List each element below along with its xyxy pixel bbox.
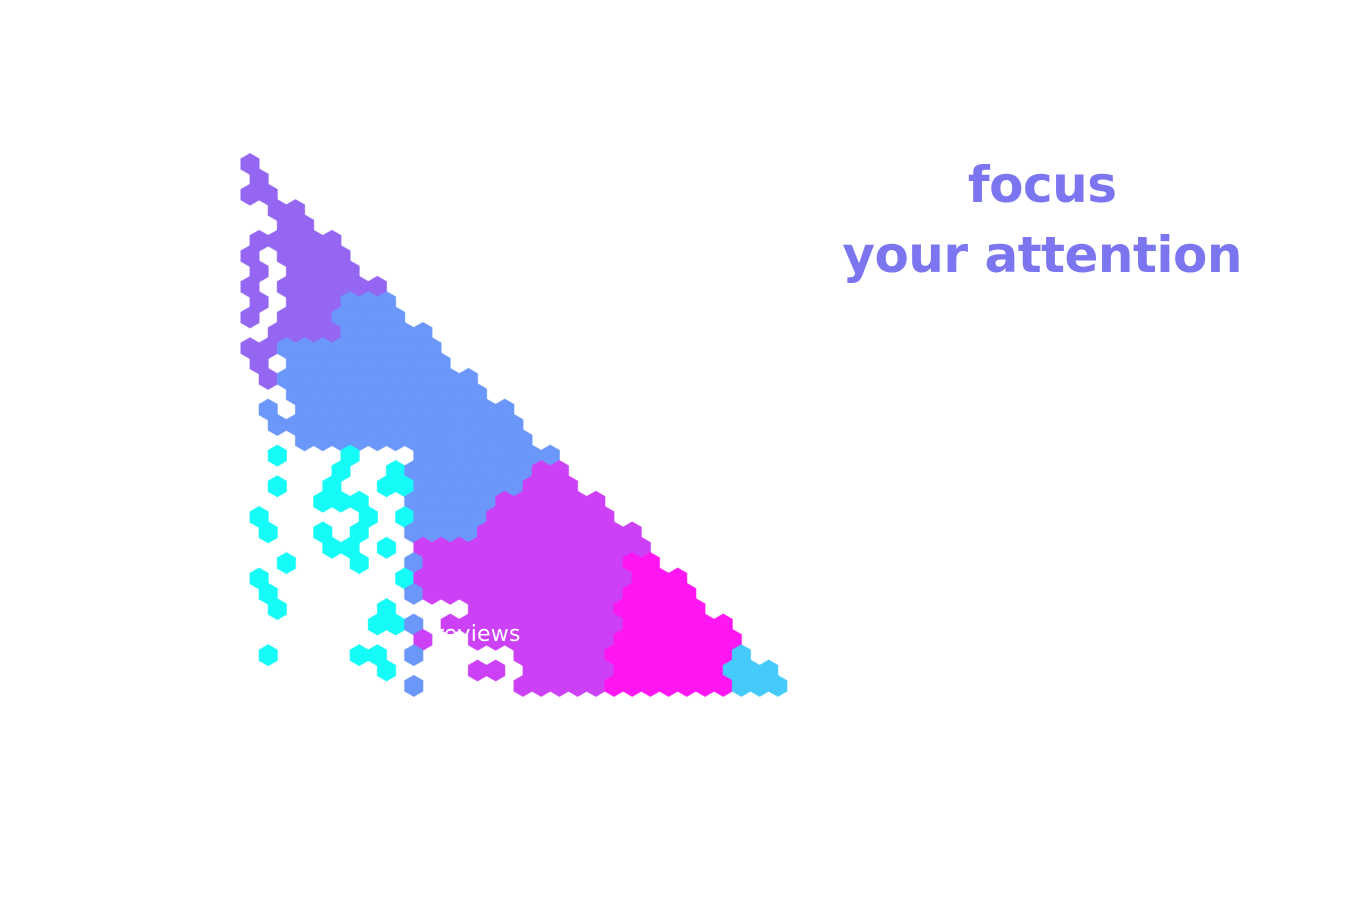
hex-cell-sky: [731, 674, 752, 698]
hex-cell-purple: [549, 674, 570, 698]
hex-cell-purple: [422, 582, 442, 605]
hex-cell-magenta: [640, 674, 661, 698]
hex-cell-cyan: [331, 490, 351, 513]
hex-cell-blue: [294, 429, 315, 452]
hex-cell-sky: [768, 674, 788, 698]
hex-cell-purple: [440, 613, 460, 636]
hex-cell-purple: [486, 659, 506, 682]
hex-cell-cyan: [385, 613, 406, 636]
hex-cell-blue: [404, 674, 424, 698]
hex-cell-purple: [513, 674, 533, 698]
hex-cell-blue: [404, 582, 424, 605]
hex-cell-blue: [385, 429, 406, 452]
hex-cell-cyan: [258, 644, 278, 667]
hex-cell-cyan: [376, 475, 397, 498]
hex-cell-sky: [749, 674, 770, 698]
hex-cell-magenta: [604, 674, 624, 698]
hex-cell-cyan: [267, 475, 287, 498]
headline-line-1: focus: [967, 156, 1117, 214]
hex-cell-blue: [404, 644, 424, 667]
hex-cell-cyan: [376, 659, 397, 682]
hex-cells: [240, 152, 788, 698]
hex-cell-purple: [467, 659, 488, 682]
hex-cell-purple: [440, 582, 460, 605]
hex-cell-blue: [367, 429, 388, 452]
hex-cell-violet: [258, 367, 278, 391]
hex-cell-cyan: [313, 490, 333, 513]
hex-cell-magenta: [713, 674, 733, 698]
hex-cell-cyan: [349, 551, 369, 575]
hex-cell-magenta: [658, 674, 679, 698]
hex-cell-cyan: [276, 551, 297, 575]
hex-cell-cyan: [367, 613, 388, 636]
hex-cell-purple: [486, 628, 506, 651]
hex-cell-magenta: [695, 674, 715, 698]
hex-cell-purple: [467, 628, 488, 651]
hex-cell-cyan: [376, 536, 397, 559]
hex-cell-magenta: [677, 674, 697, 698]
hex-cell-cyan: [258, 521, 278, 544]
hex-cell-cyan: [267, 597, 287, 621]
hex-cell-violet: [240, 183, 260, 206]
hex-cell-violet: [240, 306, 260, 329]
hex-cell-cyan: [267, 444, 287, 467]
hex-cell-blue: [267, 413, 287, 437]
headline-line-2: your attention: [842, 226, 1242, 284]
hex-cell-purple: [531, 674, 551, 698]
hex-cell-purple: [567, 674, 588, 698]
hex-cell-purple: [586, 674, 606, 698]
hex-cell-magenta: [622, 674, 642, 698]
hex-cell-cyan: [349, 644, 369, 667]
headline: focus your attention: [842, 150, 1242, 290]
hex-cell-blue: [313, 429, 333, 452]
